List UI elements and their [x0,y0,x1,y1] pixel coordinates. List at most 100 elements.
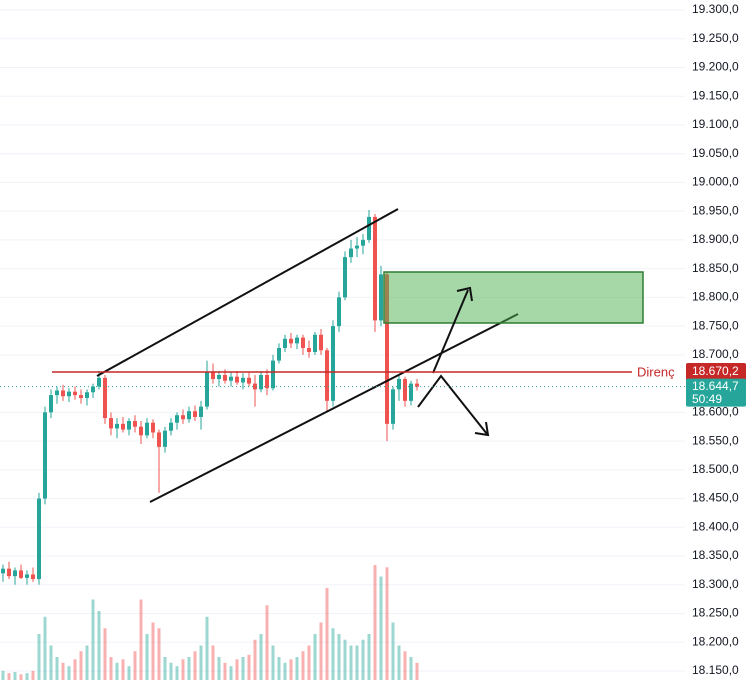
volume-bar [127,666,131,680]
candle-body [415,383,419,387]
y-tick-label: 18.300,0 [692,577,739,591]
volume-bar [355,645,359,680]
volume-bar [385,567,389,680]
candle-body [229,376,233,381]
volume-bar [217,657,221,680]
candle-body [97,377,101,387]
volume-bar [193,651,197,680]
volume-bar [97,611,101,680]
candle-body [145,422,149,436]
volume-bar [343,639,347,680]
volume-bar [157,628,161,680]
y-tick-label: 19.300,0 [692,2,739,16]
y-tick-label: 18.800,0 [692,290,739,304]
arrow-up-head [456,286,473,302]
candle-body [409,383,413,401]
candle-body [49,395,53,413]
volume-bar [145,634,149,680]
volume-bar [397,645,401,680]
candle-body [55,390,59,396]
volume-bar [25,673,29,680]
volume-bar [133,651,137,680]
resistance-price-label: 18.670,2 [692,364,739,378]
volume-bar [31,670,35,680]
y-tick-label: 19.150,0 [692,88,739,102]
volume-bar [1,670,5,680]
candle-body [379,274,383,321]
candle-body [349,248,353,258]
volume-bar [361,639,365,680]
volume-bar [301,651,305,680]
candle-body [223,374,227,381]
candle-body [337,297,341,327]
volume-bar [91,599,95,680]
volume-bar [247,654,251,680]
candle-body [1,568,5,574]
candle-body [391,389,395,424]
volume-bar [187,657,191,680]
candle-body [301,337,305,348]
volume-bar [409,657,413,680]
volume-bar [205,616,209,680]
volume-bar [181,659,185,680]
resistance-name: Direnç [637,364,675,379]
volume-bar [229,666,233,680]
last-price-box [686,378,746,407]
volume-bar [241,657,245,680]
candle-body [295,337,299,344]
candle-body [127,420,131,430]
candle-body [331,326,335,401]
candle-body [73,391,77,396]
candle-body [79,395,83,398]
candle-body [325,350,329,401]
y-tick-label: 18.500,0 [692,462,739,476]
candle-body [85,392,89,398]
volume-bar [289,659,293,680]
volume-bar [223,662,227,680]
candle-body [217,374,221,380]
candle-body [385,274,389,424]
candle-body [109,418,113,429]
volume-bar [367,634,371,680]
candle-body [103,377,107,419]
candle-body [241,377,245,383]
resistance-price-box [686,362,746,381]
y-tick-label: 18.400,0 [692,519,739,533]
volume-bar [253,639,257,680]
countdown-label: 50:49 [692,392,722,406]
candle-body [91,386,95,393]
y-tick-label: 18.450,0 [692,491,739,505]
volume-bar [235,659,239,680]
volume-bar [259,634,263,680]
volume-bar [121,659,125,680]
candle-body [19,570,23,578]
volume-bar [271,645,275,680]
candle-body [139,426,143,436]
volume-bar [37,634,41,680]
y-tick-label: 18.900,0 [692,232,739,246]
candle-body [253,383,257,390]
volume-bar [19,674,23,680]
grid [0,9,685,672]
candle-body [151,422,155,433]
volume-bar [61,662,65,680]
volume-bar [391,622,395,680]
candle-body [247,377,251,384]
arrow-up-shaft [432,289,469,374]
y-tick-label: 18.250,0 [692,606,739,620]
volume-bar [73,659,77,680]
candle-body [265,374,269,389]
target-zone [383,271,644,324]
volume-layer [1,565,419,680]
volume-bar [85,645,89,680]
arrow-down-head [474,421,490,437]
candle-body [121,423,125,430]
volume-bar [415,662,419,680]
candle-body [133,420,137,427]
volume-bar [163,657,167,680]
candle-layer [1,210,419,585]
volume-bar [169,662,173,680]
candle-body [343,257,347,298]
candle-body [367,216,371,240]
